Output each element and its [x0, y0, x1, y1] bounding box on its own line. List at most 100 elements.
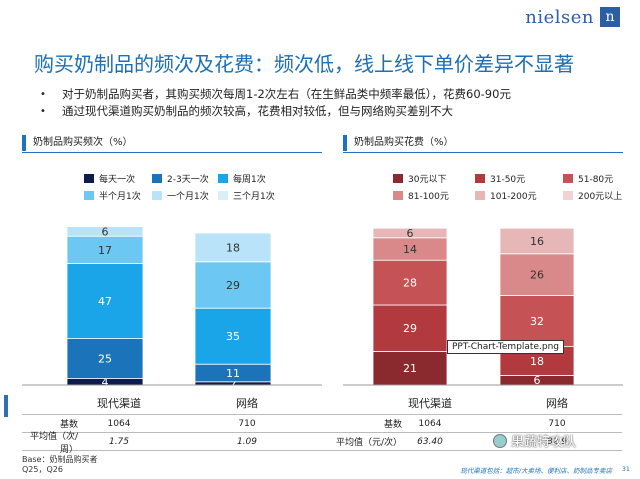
- legend-item: 31-50元: [475, 172, 557, 185]
- base-note-line: Q25，Q26: [22, 465, 63, 474]
- legend-item: 2-3天一次: [152, 172, 212, 185]
- data-label: 17: [98, 244, 112, 257]
- category-label: 现代渠道: [408, 397, 452, 410]
- data-label: 29: [226, 279, 240, 292]
- legend-label: 101-200元: [490, 192, 537, 202]
- data-label: 6: [102, 225, 109, 238]
- stats-table-spend: 基数 1064 710 平均值（元/次） 63.40 82.9: [300, 414, 622, 451]
- sidebar-strip: [0, 0, 12, 479]
- panel-divider: [343, 152, 623, 153]
- row-label: 基数: [383, 420, 402, 430]
- legend-swatch: [393, 191, 403, 200]
- table-row: 基数 1064 710: [300, 415, 622, 433]
- brand-logo: nielsen n: [525, 6, 620, 28]
- legend-swatch: [84, 174, 94, 183]
- row-label: 基数: [59, 420, 78, 430]
- data-label: 18: [530, 355, 544, 368]
- legend-label: 51-80元: [578, 175, 614, 185]
- watermark: 果蔬特攻队: [493, 431, 576, 450]
- page-title: 购买奶制品的频次及花费：频次低，线上线下单价差异不显著: [34, 52, 574, 76]
- legend-label: 半个月1次: [99, 192, 141, 202]
- legend-spend: 30元以下 31-50元 51-80元 81-100元 101-200元 200元以上: [393, 172, 625, 202]
- bar-segment: [372, 304, 448, 352]
- bar-segment: [194, 232, 272, 263]
- category-label: 网络: [236, 397, 258, 410]
- image-tooltip: PPT-Chart-Template.png: [447, 340, 564, 354]
- legend-item: 101-200元: [475, 189, 557, 202]
- legend-label: 81-100元: [408, 192, 449, 202]
- data-label: 35: [226, 330, 240, 343]
- bullet-item: 对于奶制品购买者，其购买频次每周1-2次左右（在生鲜品类中频率最低），花费60-…: [40, 86, 511, 103]
- data-label: 6: [534, 374, 541, 387]
- legend-swatch: [218, 191, 228, 200]
- table-cell: 710: [238, 418, 256, 429]
- data-label: 4: [102, 376, 109, 389]
- brand-mark-icon: n: [600, 7, 620, 27]
- legend-label: 三个月1次: [233, 192, 275, 202]
- data-label: 32: [530, 315, 544, 328]
- bar-segment: [194, 261, 272, 309]
- legend-label: 2-3天一次: [167, 175, 209, 185]
- legend-swatch: [152, 174, 162, 183]
- data-label: 16: [530, 235, 544, 248]
- table-cell: 1.75: [108, 436, 130, 447]
- legend-swatch: [393, 174, 403, 183]
- table-cell: 82.9: [546, 436, 568, 447]
- legend-label: 每天一次: [99, 175, 136, 185]
- legend-item: 每周1次: [218, 172, 280, 185]
- data-label: 29: [403, 322, 417, 335]
- footer-note: 现代渠道包括：超市/大卖场、便利店、奶制品专卖店: [460, 467, 612, 475]
- data-label: 11: [226, 367, 240, 380]
- legend-item: 200元以上: [563, 189, 625, 202]
- data-label: 14: [403, 243, 417, 256]
- bullet-list: 对于奶制品购买者，其购买频次每周1-2次左右（在生鲜品类中频率最低），花费60-…: [40, 86, 511, 120]
- page-number: 31: [621, 465, 630, 473]
- legend-item: 一个月1次: [152, 189, 212, 202]
- bar-segment: [499, 295, 575, 348]
- table-row: 平均值（次/周） 1.75 1.09: [22, 432, 322, 455]
- base-note: Base：奶制品购买者 Q25，Q26: [22, 455, 97, 475]
- stacked-bar-chart-frequency: 4 25 47 17 6 211 35 29 18: [22, 225, 322, 390]
- row-label: 平均值（次/周）: [29, 431, 78, 455]
- table-cell: 1064: [418, 418, 442, 429]
- panel-divider: [22, 152, 322, 153]
- brand-wordmark: nielsen: [525, 6, 594, 28]
- legend-swatch: [475, 191, 485, 200]
- table-cell: 1064: [107, 418, 131, 429]
- legend-swatch: [563, 191, 573, 200]
- data-label: 47: [98, 295, 112, 308]
- category-label: 现代渠道: [97, 397, 141, 410]
- table-cell: 710: [548, 418, 566, 429]
- bar-segment: [372, 227, 448, 239]
- base-note-line: Base：奶制品购买者: [22, 455, 98, 464]
- legend-label: 200元以上: [578, 192, 623, 202]
- table-row: 基数 1064 710: [22, 415, 322, 433]
- stats-table-frequency: 基数 1064 710 平均值（次/周） 1.75 1.09: [22, 414, 322, 455]
- table-cell: 63.40: [417, 436, 443, 447]
- data-label: 25: [98, 353, 112, 366]
- chart-title-spend: 奶制品购买花费（%）: [343, 135, 454, 151]
- legend-label: 31-50元: [490, 175, 526, 185]
- bar-segment: [372, 259, 448, 306]
- wechat-icon: [493, 433, 507, 448]
- legend-swatch: [475, 174, 485, 183]
- legend-swatch: [84, 191, 94, 200]
- table-cell: 1.09: [236, 436, 258, 447]
- legend-item: 81-100元: [393, 189, 469, 202]
- legend-label: 30元以下: [408, 175, 447, 185]
- data-label: 28: [403, 277, 417, 290]
- legend-swatch: [218, 174, 228, 183]
- legend-swatch: [563, 174, 573, 183]
- data-label: 2: [230, 377, 237, 390]
- bar-segment: [499, 253, 575, 296]
- watermark-text: 果蔬特攻队: [511, 435, 577, 450]
- bar-segment: [66, 226, 144, 237]
- legend-item: 每天一次: [84, 172, 146, 185]
- sidebar-accent: [4, 395, 8, 417]
- bar-segment: [66, 338, 144, 379]
- bar-segment: [499, 227, 575, 255]
- legend-label: 每周1次: [233, 175, 266, 185]
- bullet-item: 通过现代渠道购买奶制品的频次较高，花费相对较低，但与网络购买差别不大: [40, 103, 511, 120]
- legend-frequency: 每天一次 2-3天一次 每周1次半个月1次 一个月1次 三个月1次: [84, 172, 280, 202]
- legend-item: 30元以下: [393, 172, 469, 185]
